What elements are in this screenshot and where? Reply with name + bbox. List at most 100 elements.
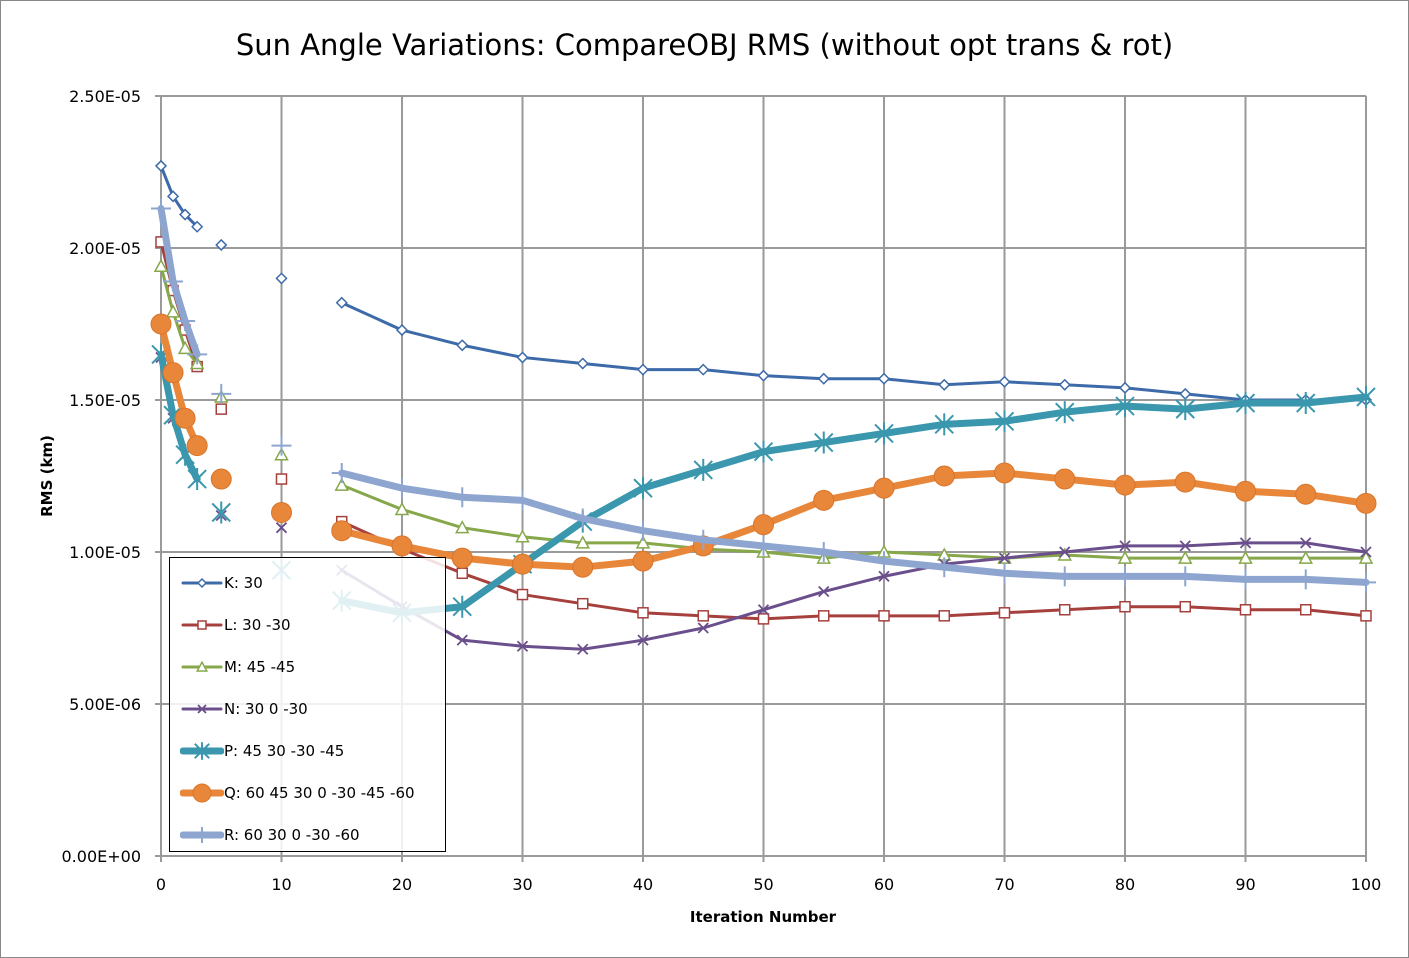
legend-label: R: 60 30 0 -30 -60	[224, 826, 360, 844]
series-line	[159, 264, 199, 366]
data-point	[210, 468, 232, 490]
data-point	[1115, 395, 1135, 418]
data-point	[1179, 540, 1191, 552]
legend-item: N: 30 0 -30	[180, 694, 308, 724]
series-line	[340, 301, 1368, 402]
data-point	[637, 607, 649, 619]
data-point	[1115, 566, 1135, 587]
data-point	[813, 542, 834, 562]
data-point	[1238, 550, 1253, 564]
data-point	[753, 440, 774, 463]
data-point	[577, 597, 589, 610]
data-point	[197, 704, 207, 714]
data-point	[697, 363, 710, 376]
data-point	[456, 634, 468, 646]
legend-label: K: 30	[224, 574, 263, 592]
legend-item: K: 30	[180, 568, 263, 598]
legend-label: M: 45 -45	[224, 658, 296, 676]
legend-swatch	[180, 783, 224, 803]
data-point	[392, 478, 412, 499]
data-point	[1119, 600, 1131, 613]
data-point	[192, 783, 212, 803]
data-point	[637, 634, 649, 646]
data-point	[451, 547, 473, 569]
x-tick-label: 10	[271, 875, 291, 894]
legend-swatch	[180, 827, 224, 843]
data-point	[211, 501, 231, 524]
data-point	[813, 489, 835, 511]
series-line	[157, 320, 201, 450]
x-tick-label: 60	[874, 875, 894, 894]
x-tick-label: 80	[1115, 875, 1135, 894]
data-point	[1235, 480, 1256, 502]
data-point	[994, 563, 1015, 584]
data-point	[179, 208, 192, 221]
legend: K: 30 L: 30 -30 M: 45 -45 N: 30 0 -30 P: 45 …	[169, 557, 446, 852]
data-point	[175, 310, 196, 331]
data-point	[162, 362, 184, 384]
data-point	[516, 351, 529, 364]
legend-label: N: 30 0 -30	[224, 700, 308, 718]
data-point	[632, 550, 654, 572]
data-point	[576, 357, 589, 370]
data-point	[1360, 610, 1372, 622]
data-point	[1298, 550, 1314, 564]
data-point	[933, 465, 955, 487]
series-line	[338, 393, 1370, 617]
data-point	[1117, 550, 1133, 564]
data-point	[1179, 387, 1192, 400]
data-point	[454, 520, 470, 534]
x-axis-label: Iteration Number	[690, 908, 837, 926]
data-point	[1174, 471, 1196, 493]
data-point	[635, 535, 651, 549]
data-point	[693, 529, 714, 550]
data-point	[994, 410, 1015, 433]
data-point	[456, 339, 469, 352]
series-k	[154, 159, 1373, 407]
data-point	[817, 372, 830, 385]
data-point	[186, 435, 208, 457]
y-tick-label: 1.00E-05	[69, 543, 141, 562]
data-point	[516, 640, 529, 652]
data-point	[693, 458, 713, 481]
legend-item: R: 60 30 0 -30 -60	[180, 820, 360, 850]
data-point	[998, 552, 1011, 564]
data-point	[1118, 381, 1132, 394]
data-point	[194, 742, 210, 760]
x-tick-label: 90	[1235, 875, 1255, 894]
legend-item: L: 30 -30	[180, 610, 291, 640]
x-tick-label: 100	[1351, 875, 1382, 894]
data-point	[516, 588, 529, 601]
y-tick-label: 2.50E-05	[69, 87, 141, 106]
x-tick-label: 30	[512, 875, 532, 894]
data-point	[938, 378, 951, 391]
data-point	[753, 514, 774, 536]
series-line	[340, 520, 1368, 621]
data-point	[331, 520, 353, 542]
legend-label: Q: 60 45 30 0 -30 -45 -60	[224, 784, 415, 802]
series-r	[151, 198, 1376, 593]
data-point	[1355, 492, 1377, 514]
series-line	[157, 204, 201, 358]
data-point	[512, 553, 533, 575]
data-point	[456, 567, 468, 580]
data-point	[1054, 566, 1075, 587]
series-m	[153, 258, 1374, 564]
data-point	[934, 413, 954, 436]
y-tick-label: 1.50E-05	[69, 391, 141, 410]
y-axis-label: RMS (km)	[38, 435, 56, 517]
data-point	[1295, 483, 1317, 505]
data-point	[753, 535, 774, 556]
data-point	[153, 258, 169, 272]
data-point	[572, 508, 593, 529]
x-tick-label: 50	[753, 875, 773, 894]
data-point	[174, 407, 196, 429]
data-point	[633, 520, 653, 541]
series-line	[157, 350, 201, 483]
data-point	[215, 238, 228, 252]
data-point	[275, 272, 288, 285]
data-point	[187, 468, 207, 491]
data-point	[874, 551, 894, 572]
legend-label: L: 30 -30	[224, 616, 291, 634]
data-point	[1235, 392, 1256, 415]
